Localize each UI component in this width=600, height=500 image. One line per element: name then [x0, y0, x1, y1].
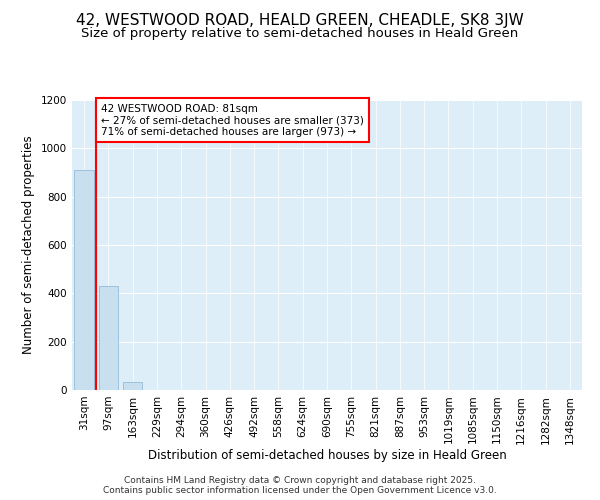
Text: 42 WESTWOOD ROAD: 81sqm
← 27% of semi-detached houses are smaller (373)
71% of s: 42 WESTWOOD ROAD: 81sqm ← 27% of semi-de…: [101, 104, 364, 137]
X-axis label: Distribution of semi-detached houses by size in Heald Green: Distribution of semi-detached houses by …: [148, 449, 506, 462]
Y-axis label: Number of semi-detached properties: Number of semi-detached properties: [22, 136, 35, 354]
Text: Contains HM Land Registry data © Crown copyright and database right 2025.
Contai: Contains HM Land Registry data © Crown c…: [103, 476, 497, 495]
Bar: [74, 170, 94, 390]
Text: Size of property relative to semi-detached houses in Heald Green: Size of property relative to semi-detach…: [82, 28, 518, 40]
Text: 42, WESTWOOD ROAD, HEALD GREEN, CHEADLE, SK8 3JW: 42, WESTWOOD ROAD, HEALD GREEN, CHEADLE,…: [76, 12, 524, 28]
Bar: [99, 286, 118, 390]
Bar: [123, 382, 142, 390]
